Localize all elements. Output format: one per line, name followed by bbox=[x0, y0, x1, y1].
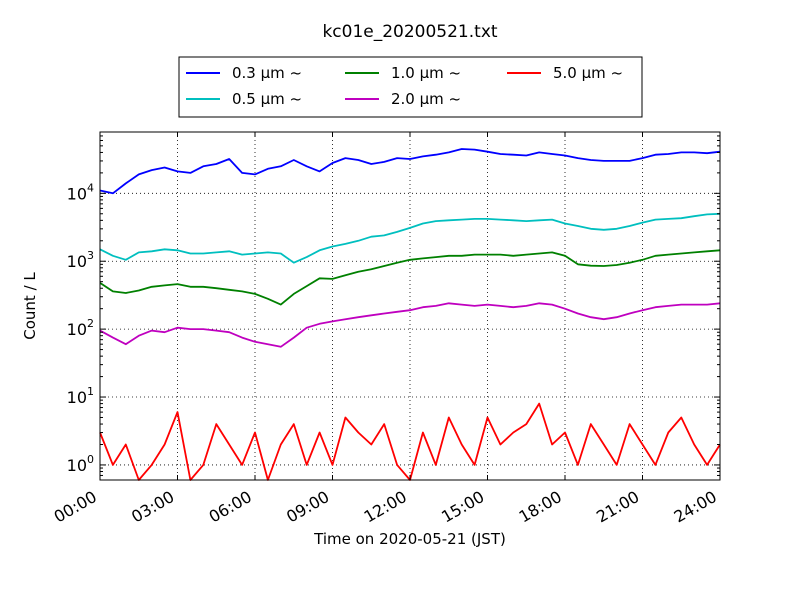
y-tick-label: 101 bbox=[67, 385, 94, 407]
legend-frame bbox=[178, 56, 643, 118]
series-line bbox=[99, 249, 721, 306]
series-line bbox=[99, 148, 721, 195]
series-line bbox=[99, 212, 721, 264]
y-tick-label: 103 bbox=[67, 249, 94, 271]
legend: 0.3 μm ~ 0.5 μm ~ 1.0 μm ~ 2.0 μm ~ 5.0 μm ~ bbox=[178, 56, 643, 118]
chart-title: kc01e_20200521.txt bbox=[322, 22, 497, 42]
y-tick-label: 104 bbox=[67, 181, 94, 203]
y-tick-label: 102 bbox=[67, 317, 94, 339]
series-line bbox=[99, 302, 721, 348]
y-axis-label: Count / L bbox=[21, 272, 39, 340]
legend-label: 5.0 μm ~ bbox=[553, 64, 623, 82]
legend-label: 1.0 μm ~ bbox=[391, 64, 461, 82]
legend-label: 0.3 μm ~ bbox=[232, 64, 302, 82]
legend-label: 0.5 μm ~ bbox=[232, 90, 302, 108]
legend-label: 2.0 μm ~ bbox=[391, 90, 461, 108]
y-tick-label: 100 bbox=[67, 453, 94, 475]
x-axis-label: Time on 2020-05-21 (JST) bbox=[313, 530, 506, 548]
